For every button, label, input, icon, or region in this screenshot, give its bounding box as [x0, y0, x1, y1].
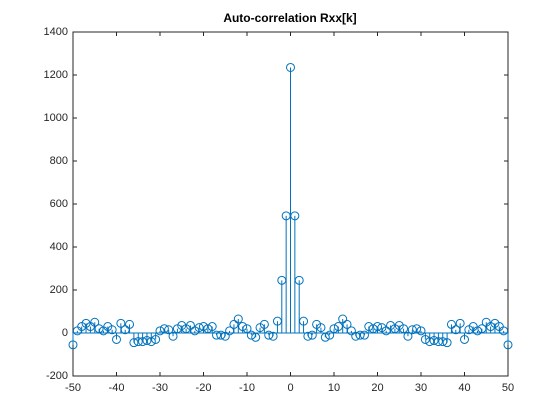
stem-marker [107, 325, 117, 335]
stem-marker [116, 318, 126, 328]
stem-marker [303, 331, 313, 341]
stem-marker [242, 324, 252, 334]
chart-title: Auto-correlation Rxx[k] [223, 11, 356, 25]
x-tick-label: -30 [152, 382, 168, 394]
stem-marker [499, 326, 509, 336]
stem-marker [259, 319, 269, 329]
y-tick-label: 200 [50, 284, 68, 296]
x-tick-label: 10 [328, 382, 340, 394]
y-tick-label: 1000 [44, 112, 68, 124]
stem-marker [286, 62, 295, 72]
stem-marker [146, 337, 156, 347]
stem-marker [320, 332, 330, 342]
stem-marker [425, 337, 435, 347]
y-tick-label: 1400 [44, 26, 68, 38]
y-tick-label: 400 [50, 241, 68, 253]
stem-marker [503, 340, 513, 350]
x-tick-label: 20 [371, 382, 383, 394]
stem-marker [185, 320, 195, 330]
stem-marker [412, 324, 422, 334]
stem-marker [455, 318, 465, 328]
stem-marker [168, 331, 178, 341]
stem-marker [233, 314, 243, 324]
stem-marker [416, 326, 426, 336]
x-tick-label: -10 [239, 382, 255, 394]
stem-marker [290, 211, 300, 221]
stem-marker [112, 334, 121, 344]
y-tick-label: -200 [46, 370, 68, 382]
stem-marker [351, 331, 361, 341]
x-tick-label: -20 [196, 382, 212, 394]
stem-marker [316, 323, 326, 333]
stem-marker [199, 322, 208, 332]
stem-marker [138, 337, 148, 347]
stem-marker [299, 316, 309, 326]
x-tick-label: 50 [502, 382, 514, 394]
x-tick-label: 40 [458, 382, 470, 394]
stem-marker [251, 332, 261, 342]
stem-marker [399, 324, 409, 334]
stem-marker [238, 322, 248, 332]
stem-marker [268, 331, 278, 341]
x-tick-label: -40 [109, 382, 125, 394]
stem-marker [373, 322, 382, 332]
stem-marker [346, 326, 356, 336]
y-tick-label: 1200 [44, 69, 68, 81]
x-tick-label: 0 [287, 382, 293, 394]
y-tick-label: 0 [62, 327, 68, 339]
stem-marker [307, 330, 317, 340]
x-tick-label: 30 [415, 382, 427, 394]
stem-marker [460, 334, 469, 344]
stem-marker [125, 319, 135, 329]
stem-marker [442, 338, 452, 348]
stem-marker [446, 319, 456, 329]
stem-marker [359, 330, 369, 340]
stem-marker [159, 324, 169, 334]
stem-marker [403, 331, 413, 341]
stem-marker [294, 275, 304, 285]
stem-marker [207, 322, 217, 332]
stem-marker [364, 322, 374, 332]
stem-marker [338, 314, 348, 324]
stem-marker [342, 319, 352, 329]
stem-marker [90, 317, 100, 327]
y-tick-label: 800 [50, 155, 68, 167]
y-tick-label: 600 [50, 198, 68, 210]
stem-marker [164, 325, 174, 335]
stem-marker [94, 324, 104, 334]
stem-marker [325, 330, 335, 340]
stem-marker [151, 334, 161, 344]
stem-marker [68, 340, 78, 350]
stem-marker [220, 331, 230, 341]
x-tick-label: -50 [65, 382, 81, 394]
stem-marker [129, 338, 139, 348]
